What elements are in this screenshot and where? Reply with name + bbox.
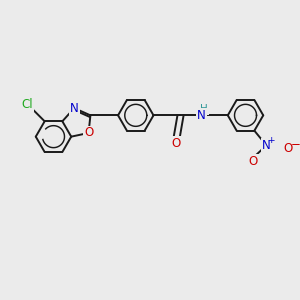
Text: −: −	[291, 138, 300, 151]
Text: N: N	[262, 139, 271, 152]
Text: N: N	[70, 102, 79, 115]
Text: O: O	[284, 142, 293, 154]
Text: O: O	[84, 127, 93, 140]
Text: H: H	[200, 104, 208, 115]
Text: Cl: Cl	[22, 98, 33, 111]
Text: O: O	[248, 155, 258, 168]
Text: O: O	[171, 137, 180, 150]
Text: N: N	[197, 109, 206, 122]
Text: +: +	[267, 136, 275, 145]
